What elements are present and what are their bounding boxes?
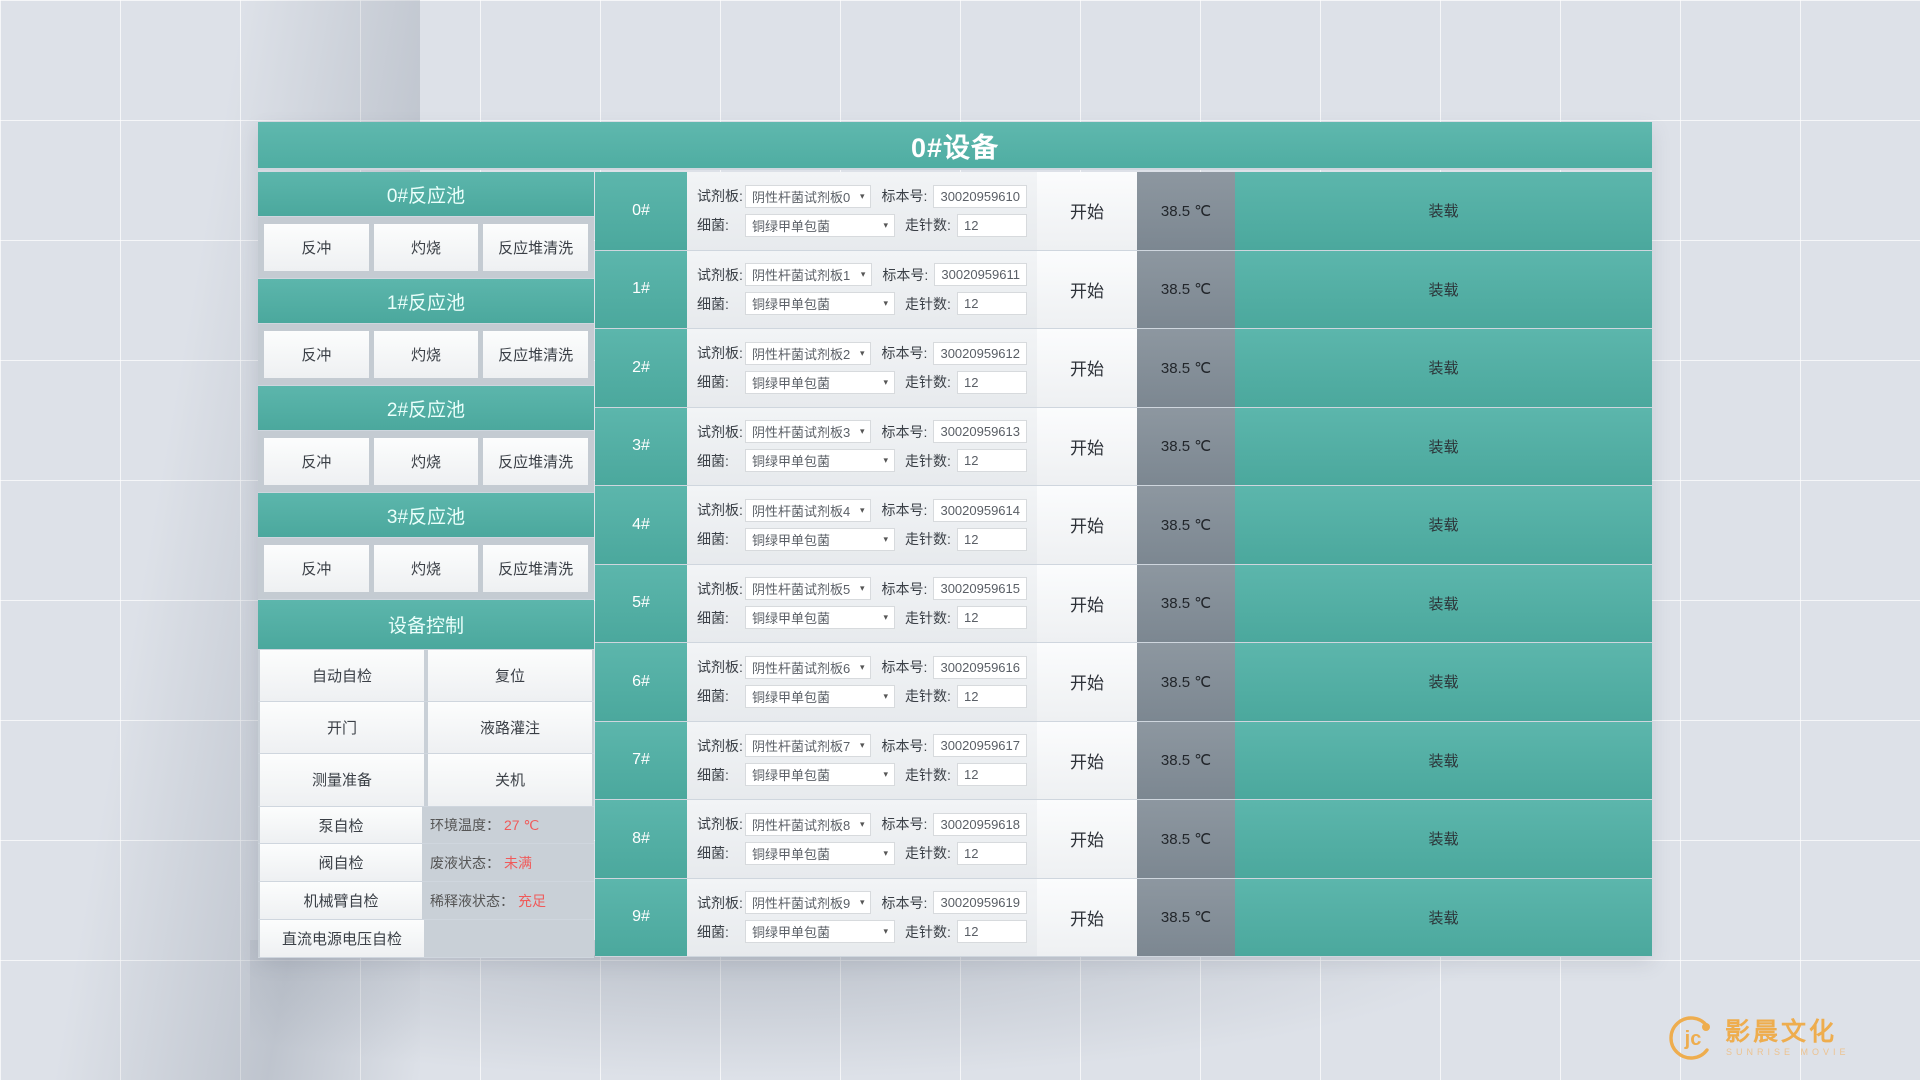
svg-text:jc: jc [1684,1028,1702,1050]
